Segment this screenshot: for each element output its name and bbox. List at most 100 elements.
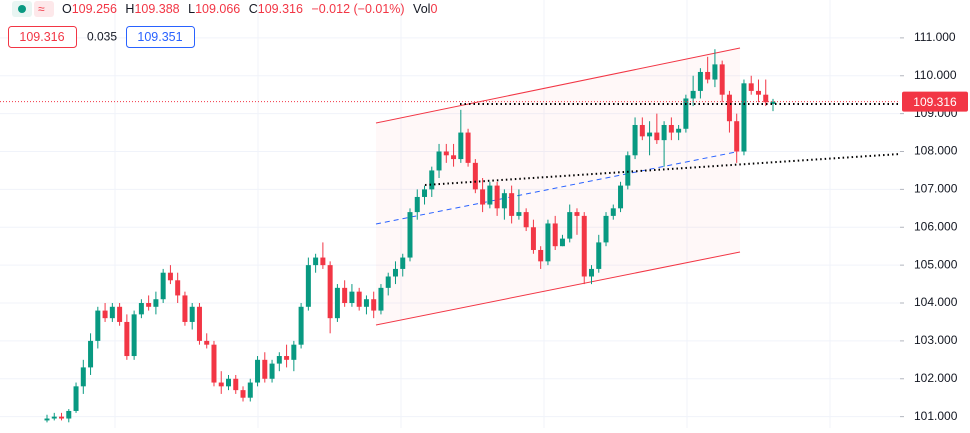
- candle-body: [683, 98, 689, 129]
- candle-body: [182, 295, 188, 322]
- candle-body: [741, 83, 747, 152]
- value: 0: [430, 2, 437, 16]
- label: C: [249, 2, 258, 16]
- label: O: [62, 2, 72, 16]
- candle-body: [131, 314, 137, 357]
- ask: 109.351: [137, 30, 182, 44]
- candle-body: [458, 132, 464, 160]
- candle-body: [204, 340, 210, 345]
- candle-body: [153, 299, 159, 307]
- candle-body: [610, 208, 616, 216]
- candle-body: [342, 287, 348, 304]
- candle-body: [770, 101, 776, 104]
- last-price-tag: [902, 91, 968, 112]
- candle-body: [262, 359, 268, 379]
- change: −0.012 (−0.01%): [311, 2, 404, 16]
- candle-body: [755, 90, 761, 95]
- candle-body: [276, 356, 282, 364]
- candle-body: [385, 276, 391, 288]
- candle-body: [494, 185, 500, 209]
- mid-line: [375, 151, 737, 225]
- candles: [44, 49, 776, 423]
- candle-body: [596, 242, 602, 269]
- y-tick-label: 103.000: [914, 333, 958, 347]
- candle-body: [465, 132, 471, 163]
- candle-body: [545, 223, 551, 262]
- candle-body: [530, 227, 536, 250]
- last-price-label: 109.316: [913, 95, 957, 109]
- candle-body: [218, 382, 224, 387]
- candle-body: [73, 386, 79, 411]
- candle-body: [117, 306, 123, 322]
- label: H: [125, 2, 134, 16]
- candle-body: [226, 378, 231, 387]
- candle-body: [639, 124, 645, 137]
- spread: 0.035: [87, 30, 117, 44]
- candle-body: [284, 356, 290, 360]
- bid: 109.316: [19, 30, 64, 44]
- candle-body: [697, 71, 703, 91]
- candle-body: [661, 124, 667, 141]
- candle-body: [211, 344, 217, 383]
- candle-body: [305, 265, 311, 307]
- candle-body: [567, 212, 573, 239]
- icon-button[interactable]: [34, 1, 54, 17]
- candle-body: [581, 215, 587, 277]
- candle-body: [501, 193, 507, 209]
- candle-body: [414, 196, 420, 213]
- label: L: [188, 2, 195, 16]
- candle-body: [632, 124, 638, 156]
- candle-body: [734, 121, 740, 152]
- grid: [0, 0, 900, 428]
- candle-body: [102, 310, 108, 319]
- candle-body: [422, 189, 428, 197]
- ask-box[interactable]: [126, 26, 195, 48]
- candle-body: [138, 303, 144, 315]
- y-tick-label: 105.000: [914, 257, 958, 271]
- bid-box[interactable]: [8, 26, 77, 48]
- trend-line: [424, 153, 901, 186]
- candle-body: [618, 185, 624, 209]
- candle-body: [400, 257, 406, 269]
- value: 109.256: [72, 2, 117, 16]
- candle-body: [647, 132, 653, 137]
- candle-body: [451, 155, 457, 160]
- candle-body: [538, 249, 544, 262]
- candle-body: [552, 223, 558, 247]
- candle-body: [363, 299, 369, 307]
- candle-body: [255, 359, 261, 383]
- candle-body: [443, 151, 449, 156]
- candle-body: [654, 132, 660, 141]
- candle-body: [88, 340, 94, 368]
- candle-body: [523, 212, 529, 228]
- channel-upper: [375, 47, 741, 124]
- candle-body: [160, 272, 166, 300]
- candle-body: [189, 306, 195, 322]
- icon: ≈: [38, 2, 45, 16]
- candle-body: [233, 378, 239, 391]
- candle-body: [349, 291, 355, 304]
- candle-body: [378, 287, 384, 311]
- candle-body: [80, 367, 86, 387]
- y-tick-label: 102.000: [914, 371, 958, 385]
- y-tick-label: 110.000: [914, 68, 957, 82]
- candle-body: [167, 272, 173, 281]
- candle-body: [334, 287, 340, 319]
- candle-body: [66, 410, 72, 419]
- candle-body: [472, 162, 478, 190]
- candle-body: [371, 299, 377, 311]
- candle-body: [676, 128, 682, 133]
- value: 109.066: [195, 2, 240, 16]
- value: 109.388: [134, 2, 179, 16]
- candle-body: [719, 64, 725, 95]
- candle-body: [51, 416, 57, 419]
- candle-body: [247, 382, 253, 398]
- candle-body: [407, 212, 413, 258]
- candle-body: [356, 291, 362, 307]
- candle-body: [313, 257, 319, 266]
- candle-body: [291, 344, 297, 360]
- candle-body: [712, 64, 718, 80]
- label: Vol: [413, 2, 430, 16]
- y-tick-label: 107.000: [914, 182, 958, 196]
